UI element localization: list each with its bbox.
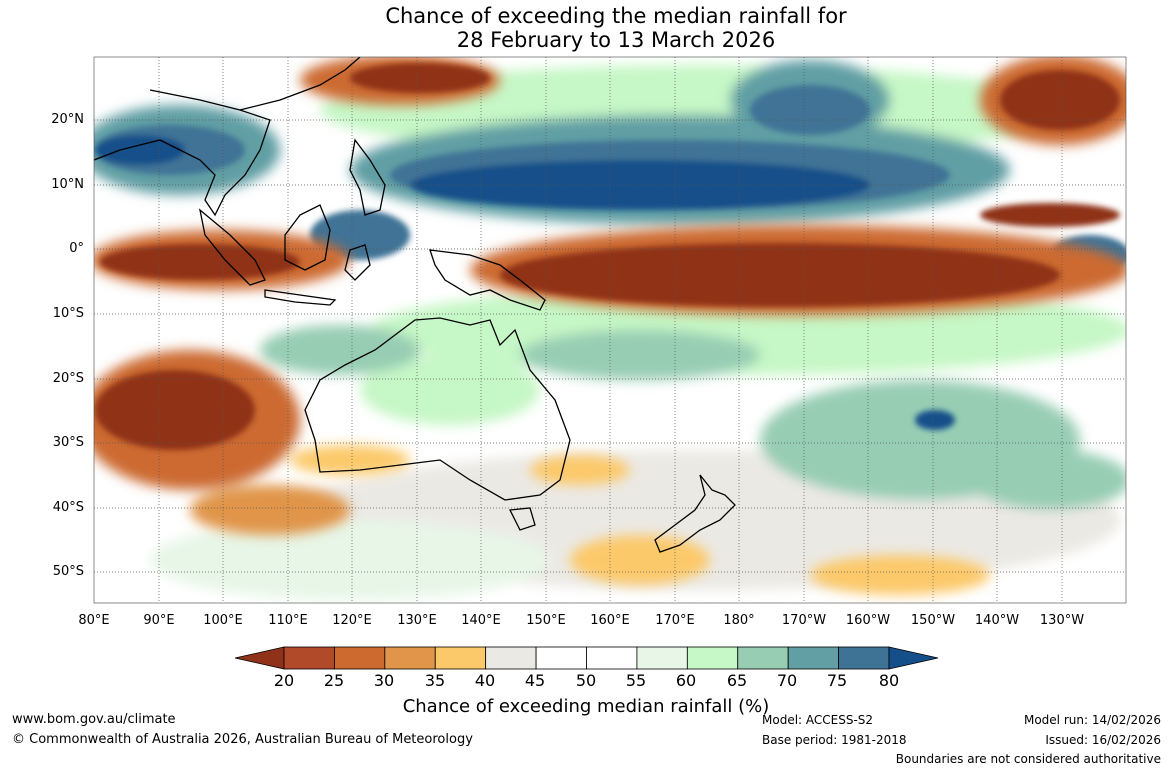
- lat-label-10s: 10°S: [52, 306, 84, 321]
- lon-label-140e: 140°E: [461, 613, 501, 628]
- disclaimer-text: Boundaries are not considered authoritat…: [895, 752, 1161, 766]
- colorbar-tick-80: 80: [878, 671, 900, 690]
- south-china-coastline: [239, 57, 361, 111]
- colorbar-cell: [686, 646, 739, 670]
- colorbar-cell: [737, 646, 789, 670]
- colorbar-cell: [586, 646, 638, 670]
- colorbar-tick-75: 75: [826, 671, 848, 690]
- lat-label-10n: 10°N: [51, 177, 84, 192]
- lon-label-170w: 170°W: [781, 613, 827, 628]
- sulawesi-coastline: [344, 244, 371, 281]
- title-line-2: 28 February to 13 March 2026: [456, 28, 776, 52]
- colorbar-high-extension: [888, 646, 939, 670]
- colorbar-cell: [283, 646, 335, 670]
- java-coastline: [264, 289, 337, 306]
- copyright-text: © Commonwealth of Australia 2026, Austra…: [12, 732, 473, 747]
- base-period-text: Base period: 1981-2018: [762, 733, 907, 747]
- model-run-text: Model run: 14/02/2026: [1023, 713, 1161, 727]
- colorbar-cell: [434, 646, 487, 670]
- colorbar-tick-40: 40: [474, 671, 496, 690]
- lon-label-120e: 120°E: [332, 613, 372, 628]
- lon-label-130w: 130°W: [1039, 613, 1085, 628]
- lat-label-30s: 30°S: [52, 435, 84, 450]
- lat-label-20s: 20°S: [52, 371, 84, 386]
- lon-label-170e: 170°E: [655, 613, 695, 628]
- colorbar-tick-50: 50: [575, 671, 597, 690]
- lon-label-90e: 90°E: [143, 613, 175, 628]
- colorbar-tick-35: 35: [424, 671, 446, 690]
- borneo-coastline: [284, 204, 331, 271]
- sumatra-coastline: [199, 208, 266, 286]
- colorbar-cell: [838, 646, 890, 670]
- lat-label-40s: 40°S: [52, 500, 84, 515]
- colorbar-tick-25: 25: [323, 671, 345, 690]
- graticule: [94, 57, 1126, 603]
- australia-coastline: [304, 317, 571, 501]
- lon-label-80e: 80°E: [78, 613, 110, 628]
- colorbar-tick-60: 60: [675, 671, 697, 690]
- colorbar-cell: [535, 646, 587, 670]
- colorbar-tick-55: 55: [625, 671, 647, 690]
- issued-text: Issued: 16/02/2026: [1045, 733, 1161, 747]
- new-zealand-coastline: [654, 474, 736, 553]
- lat-label-20n: 20°N: [51, 112, 84, 127]
- lon-label-160w: 160°W: [845, 613, 891, 628]
- colorbar-cell: [485, 646, 537, 670]
- philippines-coastline: [349, 138, 386, 216]
- lon-label-140w: 140°W: [974, 613, 1020, 628]
- lon-label-150e: 150°E: [526, 613, 566, 628]
- colorbar-tick-65: 65: [726, 671, 748, 690]
- colorbar-low-extension: [234, 646, 285, 670]
- colorbar-tick-70: 70: [776, 671, 798, 690]
- model-text: Model: ACCESS-S2: [762, 713, 874, 727]
- new-guinea-coastline: [429, 249, 546, 311]
- colorbar-cell: [636, 646, 688, 670]
- indochina-coastline: [94, 89, 271, 217]
- rainfall-probability-field: [94, 57, 1126, 603]
- tasmania-coastline: [508, 507, 536, 531]
- lat-label-0: 0°: [69, 241, 84, 256]
- lon-label-160e: 160°E: [590, 613, 630, 628]
- colorbar-cell: [334, 646, 386, 670]
- title-line-1: Chance of exceeding the median rainfall …: [385, 4, 847, 28]
- website-text: www.bom.gov.au/climate: [12, 712, 176, 727]
- lon-label-110e: 110°E: [268, 613, 308, 628]
- lon-label-100e: 100°E: [203, 613, 243, 628]
- lat-label-50s: 50°S: [52, 564, 84, 579]
- colorbar-tick-20: 20: [273, 671, 295, 690]
- lon-label-130e: 130°E: [397, 613, 437, 628]
- lon-label-150w: 150°W: [910, 613, 956, 628]
- map-title: Chance of exceeding the median rainfall …: [0, 4, 1173, 52]
- colorbar-tick-30: 30: [373, 671, 395, 690]
- lon-label-180: 180°: [723, 613, 755, 628]
- colorbar-tick-45: 45: [524, 671, 546, 690]
- coastlines: [94, 57, 736, 553]
- colorbar-cell: [384, 646, 436, 670]
- colorbar-label: Chance of exceeding median rainfall (%): [402, 696, 770, 717]
- colorbar: [234, 646, 939, 670]
- colorbar-cell: [787, 646, 839, 670]
